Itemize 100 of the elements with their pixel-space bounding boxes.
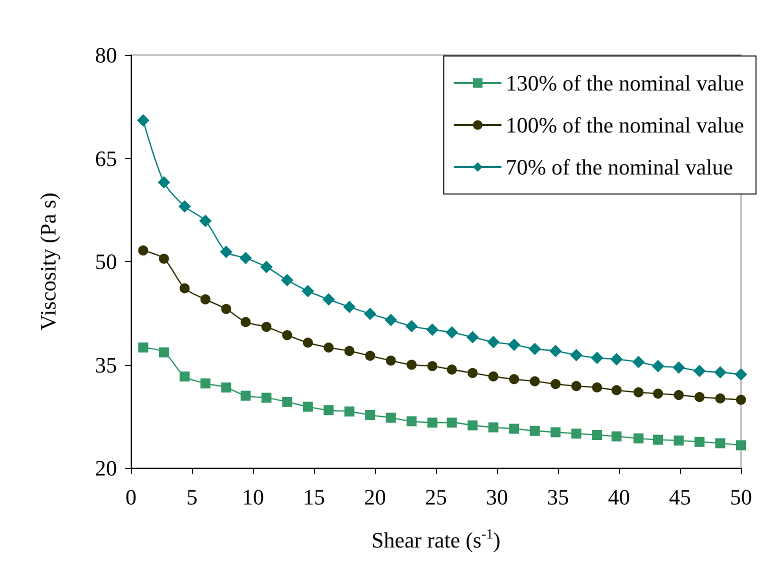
point	[199, 214, 212, 227]
point	[386, 412, 396, 423]
x-tick-label: 30	[486, 484, 508, 510]
point	[365, 410, 376, 420]
point	[550, 427, 561, 438]
point	[322, 293, 335, 306]
point	[344, 406, 354, 417]
y-tick-label: 35	[95, 352, 117, 378]
point	[240, 317, 251, 328]
point	[427, 418, 438, 428]
legend-label: 130% of the nominal value	[506, 70, 744, 96]
x-tick-label: 15	[303, 484, 325, 510]
point	[426, 324, 438, 336]
point	[137, 114, 150, 126]
point	[592, 382, 602, 392]
x-tick-label: 50	[730, 484, 752, 510]
point	[694, 392, 705, 402]
point	[281, 274, 294, 286]
point	[736, 394, 746, 405]
point	[221, 304, 232, 314]
point	[488, 422, 498, 432]
point	[528, 342, 541, 355]
x-tick-label: 25	[425, 484, 447, 510]
point	[446, 326, 458, 338]
point	[158, 347, 169, 358]
point	[653, 434, 664, 445]
point	[158, 176, 170, 188]
point	[570, 349, 582, 362]
point	[714, 366, 726, 378]
point	[200, 294, 210, 304]
point	[446, 418, 457, 428]
point	[384, 314, 397, 326]
point	[632, 356, 645, 368]
point	[509, 424, 520, 434]
point	[652, 360, 664, 372]
point	[736, 440, 746, 450]
point	[324, 342, 334, 353]
point	[571, 428, 582, 439]
point	[240, 390, 251, 401]
point	[653, 388, 664, 399]
x-tick-label: 0	[126, 484, 136, 510]
point	[324, 405, 334, 416]
point	[302, 402, 313, 412]
point	[221, 382, 232, 392]
point	[550, 379, 561, 390]
point	[446, 364, 457, 375]
x-tick-label: 5	[186, 484, 198, 510]
point	[674, 435, 684, 446]
x-tick-label: 35	[547, 484, 569, 510]
point	[282, 396, 292, 407]
point	[220, 246, 232, 258]
point	[530, 376, 540, 386]
x-tick-label: 45	[669, 484, 691, 510]
point	[571, 381, 582, 392]
point	[180, 283, 190, 294]
point	[178, 200, 191, 212]
point	[158, 254, 169, 264]
point	[302, 338, 313, 348]
point	[634, 387, 644, 398]
point	[302, 285, 314, 298]
point	[591, 352, 604, 364]
y-tick-label: 20	[95, 456, 117, 480]
point	[694, 364, 706, 377]
point	[200, 378, 210, 388]
legend-label: 70% of the nominal value	[506, 154, 734, 180]
y-tick-label: 65	[95, 146, 117, 171]
point	[530, 426, 540, 436]
point	[365, 350, 376, 361]
point	[468, 420, 478, 430]
point	[240, 252, 252, 264]
point	[427, 361, 438, 372]
point	[343, 300, 356, 313]
y-tick-label: 80	[95, 42, 117, 68]
point	[634, 433, 644, 444]
point	[138, 245, 148, 256]
point	[674, 390, 684, 400]
y-axis-title: Viscosity (Pa s)	[36, 192, 60, 331]
point	[612, 385, 622, 396]
point	[260, 261, 272, 274]
x-tick-label: 10	[242, 484, 264, 510]
point	[715, 438, 726, 448]
point	[488, 371, 498, 382]
y-tick-label: 50	[95, 249, 117, 274]
point	[406, 416, 417, 426]
point	[487, 336, 500, 348]
point	[468, 368, 478, 378]
legend-label: 100% of the nominal value	[506, 112, 744, 138]
point	[466, 331, 479, 344]
point	[406, 360, 417, 370]
point	[694, 436, 705, 447]
point	[261, 392, 272, 403]
point	[344, 346, 354, 356]
point	[364, 308, 376, 320]
point	[672, 362, 685, 374]
point	[592, 430, 602, 440]
point	[508, 338, 520, 351]
point	[550, 344, 562, 357]
point	[509, 374, 520, 384]
x-tick-label: 40	[608, 484, 630, 510]
point	[610, 353, 623, 366]
